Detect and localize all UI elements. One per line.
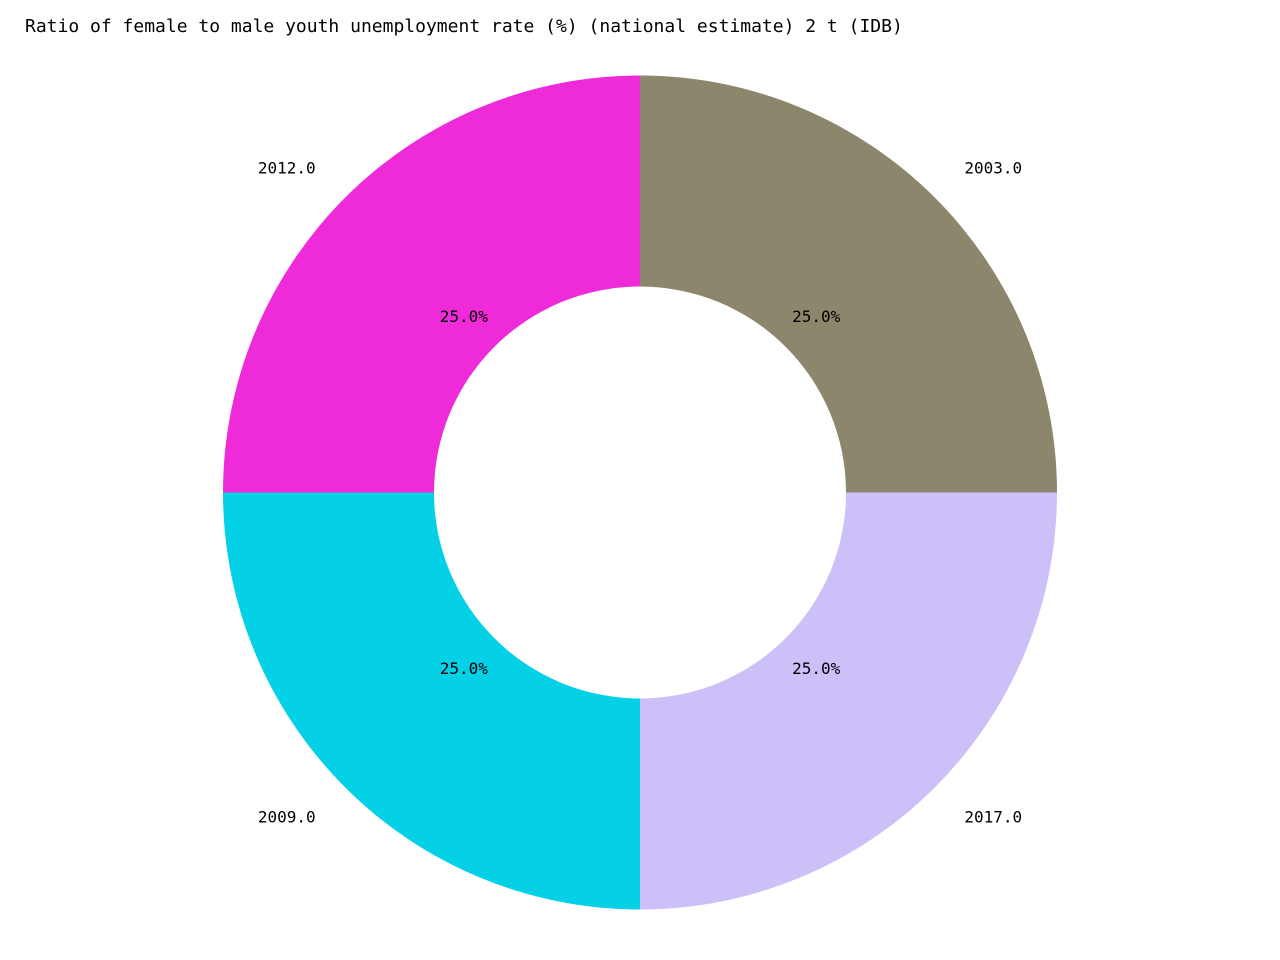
slice-percent-label: 25.0% (440, 659, 489, 678)
donut-slice-2017-0 (640, 492, 1057, 910)
donut-labels: 2012.0 25.0% 2009.0 25.0% 2017.0 25.0% 2003.0 2… (258, 159, 1022, 827)
donut-slice-2003-0 (640, 75, 1057, 493)
slice-label: 2009.0 (258, 807, 316, 826)
slice-percent-label: 25.0% (792, 659, 841, 678)
slice-label: 2012.0 (258, 159, 316, 178)
slice-percent-label: 25.0% (792, 307, 841, 326)
donut-slice-2009-0 (223, 492, 640, 910)
chart-title: Ratio of female to male youth unemployme… (25, 16, 903, 37)
slice-label: 2003.0 (964, 159, 1022, 178)
slice-label: 2017.0 (964, 807, 1022, 826)
donut-slice-2012-0 (223, 75, 640, 493)
donut-slices (223, 75, 1057, 910)
slice-percent-label: 25.0% (440, 307, 489, 326)
